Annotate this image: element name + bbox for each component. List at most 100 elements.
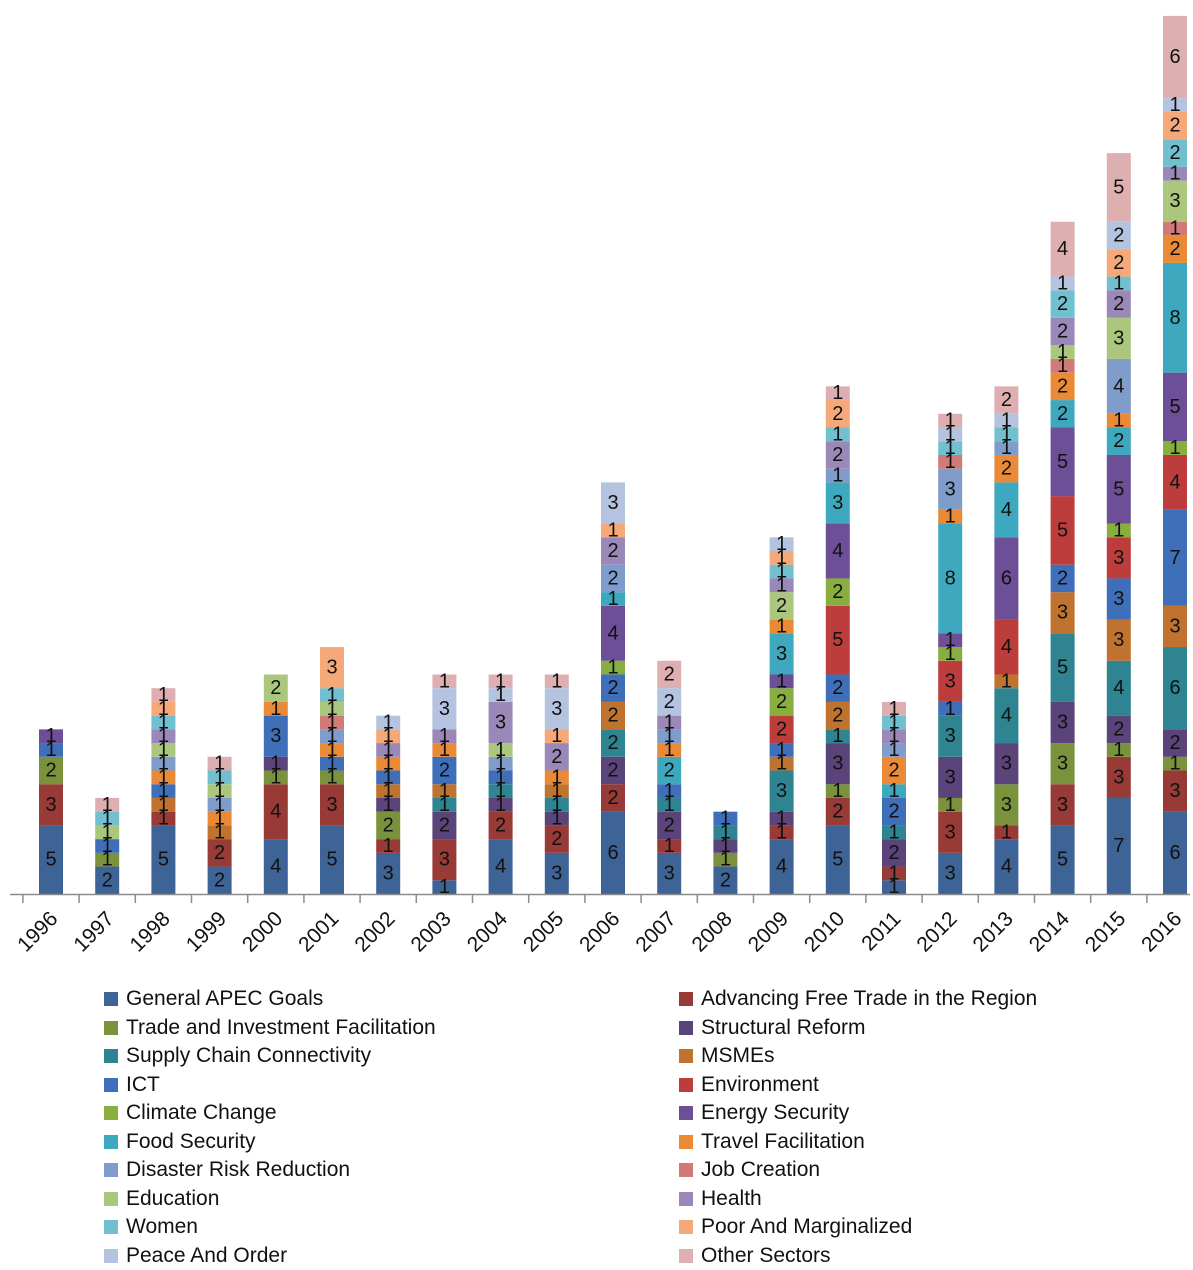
segment-value-label: 6 (607, 842, 618, 864)
segment-value-label: 1 (720, 849, 731, 871)
segment-value-label: 1 (158, 684, 169, 706)
bar-segment (825, 386, 850, 401)
bar-segment (713, 839, 738, 853)
bar-segment (994, 743, 1019, 785)
segment-value-label: 4 (270, 801, 281, 823)
legend-item: Other Sectors (679, 1242, 831, 1270)
segment-value-label: 1 (439, 794, 450, 816)
segment-value-label: 1 (158, 753, 169, 775)
segment-value-label: 3 (495, 712, 506, 734)
legend-label: Women (126, 1215, 198, 1238)
segment-value-label: 3 (945, 766, 956, 788)
segment-value-label: 1 (495, 670, 506, 692)
segment-value-label: 2 (495, 814, 506, 836)
segment-value-label: 3 (945, 478, 956, 500)
segment-value-label: 2 (607, 732, 618, 754)
segment-value-label: 2 (607, 760, 618, 782)
segment-value-label: 1 (1001, 821, 1012, 843)
bar-segment (488, 839, 513, 894)
bar-segment (544, 729, 569, 744)
bar-segment (769, 825, 794, 840)
bar-segment (432, 811, 457, 840)
bar-segment (263, 770, 288, 785)
legend-swatch (679, 992, 693, 1006)
bar-segment (769, 619, 794, 634)
segment-value-label: 1 (102, 835, 113, 857)
segment-value-label: 2 (832, 403, 843, 425)
segment-value-label: 2 (607, 705, 618, 727)
segment-value-label: 3 (1169, 780, 1180, 802)
segment-value-label: 1 (888, 712, 899, 734)
segment-value-label: 1 (888, 862, 899, 884)
bar-segment (1050, 358, 1075, 373)
segment-value-label: 1 (158, 780, 169, 802)
bar-segment (825, 400, 850, 428)
segment-value-label: 2 (102, 869, 113, 891)
legend-swatch (104, 1220, 118, 1234)
legend-item: Women (104, 1213, 198, 1241)
bar-segment (488, 784, 513, 798)
segment-value-label: 5 (1057, 849, 1068, 871)
bar-segment (488, 797, 513, 812)
bar-segment (1106, 454, 1131, 524)
bar-segment (825, 674, 850, 702)
bar-segment (994, 413, 1019, 428)
segment-value-label: 1 (888, 725, 899, 747)
bar-segment (825, 743, 850, 785)
bar-segment (432, 688, 457, 730)
bar-segment (1106, 427, 1131, 455)
bar-segment (769, 592, 794, 620)
bar-segment (1050, 784, 1075, 826)
segment-value-label: 1 (551, 670, 562, 692)
segment-value-label: 1 (832, 382, 843, 404)
segment-value-label: 6 (1169, 46, 1180, 68)
segment-labels-layer: 5321121111151111111111221111114411312531… (45, 46, 1180, 898)
bar-segment (1050, 592, 1075, 634)
bar-segment (263, 715, 288, 757)
bar-segment (1163, 454, 1187, 510)
legend-item: Trade and Investment Facilitation (104, 1014, 436, 1042)
bar-segment (994, 619, 1019, 675)
x-tick-label: 2002 (350, 907, 399, 956)
segment-value-label: 1 (45, 725, 56, 747)
segment-value-label: 2 (664, 814, 675, 836)
bar-segment (151, 688, 176, 702)
segment-value-label: 1 (214, 766, 225, 788)
segment-value-label: 3 (664, 862, 675, 884)
bar-segment (544, 688, 569, 730)
segment-value-label: 1 (776, 739, 787, 761)
segment-value-label: 1 (326, 712, 337, 734)
segment-value-label: 1 (102, 808, 113, 830)
bar-segment (994, 441, 1019, 455)
bar-segment (263, 674, 288, 702)
segment-value-label: 3 (383, 862, 394, 884)
segment-value-label: 1 (495, 684, 506, 706)
segment-value-label: 8 (1169, 307, 1180, 329)
legend-label: MSMEs (701, 1044, 775, 1067)
segment-value-label: 1 (439, 876, 450, 898)
segment-value-label: 3 (776, 780, 787, 802)
segment-value-label: 1 (945, 437, 956, 459)
segment-value-label: 4 (495, 856, 506, 878)
segment-value-label: 1 (551, 808, 562, 830)
segment-value-label: 3 (551, 698, 562, 720)
segment-value-label: 2 (1113, 293, 1124, 315)
segment-value-label: 1 (551, 780, 562, 802)
bar-segment (544, 852, 569, 894)
legend-swatch (104, 1191, 118, 1206)
x-tick-label: 2005 (519, 907, 568, 956)
bar-segment (1050, 317, 1075, 346)
bar-segment (151, 797, 176, 812)
bar-segment (1163, 770, 1187, 812)
bar-segment (769, 674, 794, 689)
segment-value-label: 1 (664, 794, 675, 816)
bar-segment (882, 839, 906, 867)
legend-label: General APEC Goals (126, 987, 324, 1010)
bar-segment (1050, 290, 1075, 318)
legend-label: Travel Facilitation (701, 1129, 865, 1153)
x-tick-label: 1997 (69, 907, 118, 956)
bar-segment (95, 811, 120, 826)
legend-swatch (104, 1106, 118, 1120)
bar-segment (151, 811, 176, 826)
bar-segment (320, 688, 344, 702)
